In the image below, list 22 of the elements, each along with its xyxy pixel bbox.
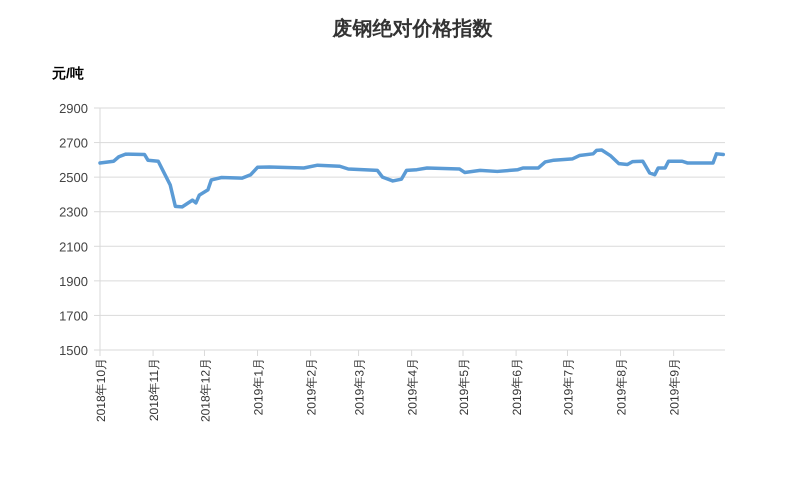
y-axis-title: 元/吨 bbox=[51, 65, 84, 81]
x-tick-label: 2019年2月 bbox=[304, 358, 319, 416]
y-tick-label: 1700 bbox=[59, 308, 88, 324]
x-tick-label: 2019年4月 bbox=[406, 358, 420, 416]
y-tick-label: 1900 bbox=[59, 274, 88, 289]
y-tick-label: 2700 bbox=[59, 136, 88, 151]
y-tick-label: 2100 bbox=[59, 239, 88, 254]
x-tick-label: 2019年5月 bbox=[457, 358, 472, 416]
y-tick-label: 2300 bbox=[59, 204, 88, 220]
x-tick-label: 2018年10月 bbox=[94, 358, 108, 422]
x-tick-label: 2019年8月 bbox=[614, 358, 629, 416]
x-tick-label: 2019年1月 bbox=[252, 358, 266, 416]
x-tick-label: 2019年9月 bbox=[668, 358, 682, 416]
y-tick-label: 1500 bbox=[59, 343, 88, 358]
x-tick-label: 2018年11月 bbox=[147, 358, 162, 422]
y-tick-label: 2900 bbox=[59, 101, 88, 116]
x-tick-label: 2019年7月 bbox=[561, 358, 576, 416]
x-tick-label: 2019年3月 bbox=[352, 358, 367, 416]
y-tick-label: 2500 bbox=[59, 170, 88, 186]
x-tick-label: 2019年6月 bbox=[510, 358, 524, 416]
chart-title: 废钢绝对价格指数 bbox=[332, 17, 494, 40]
x-tick-label: 2018年12月 bbox=[198, 358, 212, 422]
